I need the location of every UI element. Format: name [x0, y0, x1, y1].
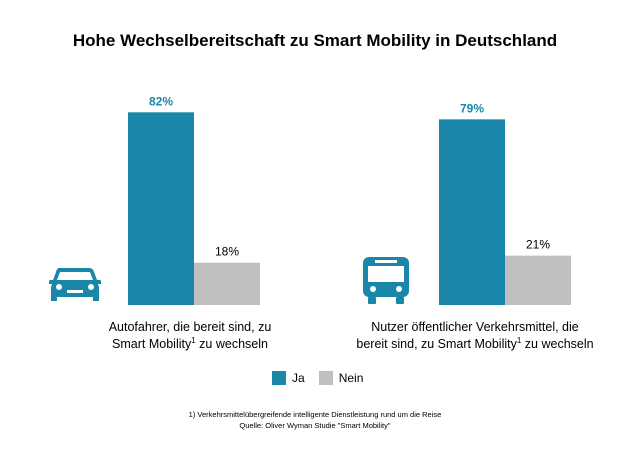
legend-item-nein: Nein: [318, 371, 364, 385]
data-label-nein-group-2: 21%: [526, 238, 550, 252]
legend: Ja Nein: [272, 371, 377, 385]
bar-ja-group-2: [439, 119, 505, 305]
data-label-ja-group-2: 79%: [460, 101, 484, 115]
data-label-ja-group-1: 82%: [149, 94, 173, 108]
footnote-definition: 1) Verkehrsmittelübergreifende intellige…: [188, 410, 442, 419]
category-label-public-transport: Nutzer öffentlicher Verkehrsmittel, die …: [356, 320, 594, 351]
legend-label-nein: Nein: [338, 371, 364, 385]
legend-item-ja: Ja: [272, 371, 305, 385]
bar-nein-group-2: [505, 255, 571, 305]
bar-nein-group-1: [194, 262, 260, 305]
bar-ja-group-1: [128, 112, 194, 305]
data-label-nein-group-1: 18%: [215, 245, 239, 259]
category-label-car-drivers: Autofahrer, die bereit sind, zu Smart Mo…: [108, 320, 272, 351]
legend-swatch-ja: [272, 371, 286, 385]
footnote: 1) Verkehrsmittelübergreifende intellige…: [0, 409, 630, 431]
car-icon: [49, 268, 101, 301]
footnote-source: Quelle: Oliver Wyman Studie "Smart Mobil…: [239, 421, 391, 430]
legend-swatch-nein: [318, 371, 333, 385]
legend-label-ja: Ja: [292, 371, 305, 385]
chart-title: Hohe Wechselbereitschaft zu Smart Mobili…: [72, 31, 558, 50]
bus-icon: [363, 257, 409, 304]
